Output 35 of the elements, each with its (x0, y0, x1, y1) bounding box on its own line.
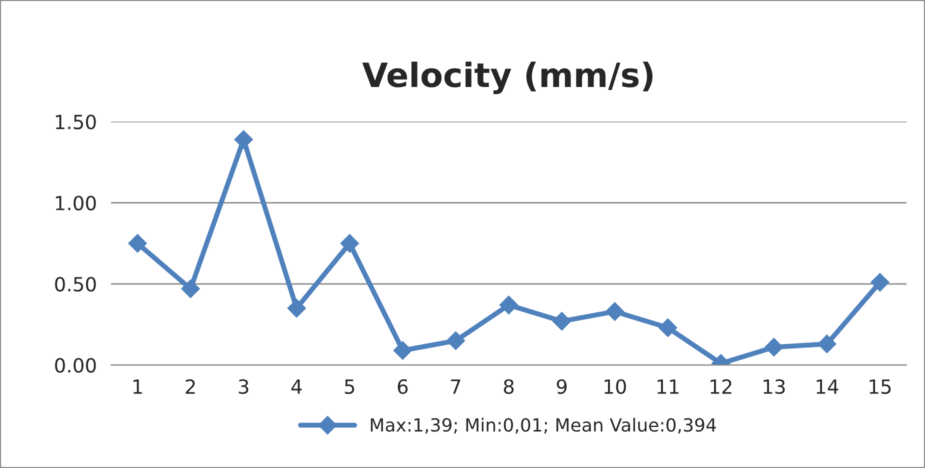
x-tick-label: 14 (816, 380, 838, 394)
point (446, 331, 466, 350)
y-tick-label: 1.00 (56, 196, 96, 210)
y-tick-label: 0.00 (55, 358, 96, 373)
y-tick-label: 0.50 (55, 276, 96, 292)
x-tick-label: 13 (764, 379, 785, 394)
x-tick-label: 4 (291, 380, 302, 394)
point (181, 279, 200, 298)
point (393, 341, 412, 360)
x-tick-label: 8 (504, 379, 514, 394)
x-tick-label: 12 (710, 379, 732, 394)
chart-title: Velocity (mm/s) (362, 62, 653, 94)
point (818, 334, 836, 354)
point (234, 130, 253, 149)
point (287, 298, 306, 318)
x-tick-label: 9 (556, 379, 567, 394)
x-tick-label: 10 (604, 379, 626, 394)
x-tick-label: 5 (344, 380, 354, 394)
point (128, 234, 147, 253)
point (552, 312, 572, 331)
point (499, 296, 518, 314)
x-tick-label: 11 (658, 380, 678, 394)
legend-label: Max:1,39; Min:0,01; Mean Value:0,394 (370, 418, 716, 434)
x-tick-label: 3 (238, 379, 248, 394)
x-tick-label: 15 (870, 380, 891, 394)
point (764, 338, 784, 357)
x-tick-label: 2 (186, 379, 195, 394)
x-tick-label: 1 (133, 380, 142, 394)
point (605, 302, 624, 321)
x-tick-label: 7 (451, 380, 460, 394)
point (870, 272, 890, 292)
x-tick-label: 6 (398, 379, 408, 394)
y-tick-label: 1.50 (56, 114, 96, 130)
point (658, 318, 678, 338)
point (340, 234, 360, 253)
